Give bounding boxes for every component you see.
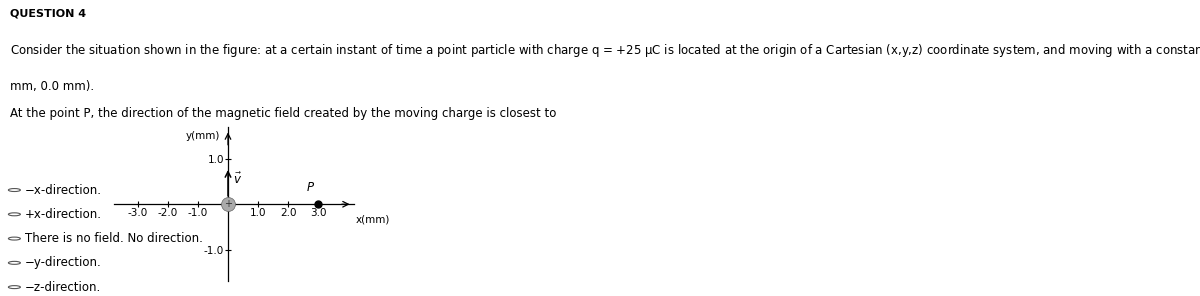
Text: QUESTION 4: QUESTION 4 — [10, 9, 85, 19]
Text: +: + — [224, 199, 232, 209]
Text: −z-direction.: −z-direction. — [25, 281, 102, 294]
Text: $P$: $P$ — [306, 181, 316, 194]
Text: There is no field. No direction.: There is no field. No direction. — [25, 232, 203, 245]
Text: y(mm): y(mm) — [186, 131, 221, 141]
Text: mm, 0.0 mm).: mm, 0.0 mm). — [10, 80, 94, 93]
Text: +x-direction.: +x-direction. — [25, 208, 102, 221]
Text: −y-direction.: −y-direction. — [25, 256, 102, 269]
Text: Consider the situation shown in the figure: at a certain instant of time a point: Consider the situation shown in the figu… — [10, 38, 1200, 60]
Text: At the point P, the direction of the magnetic field created by the moving charge: At the point P, the direction of the mag… — [10, 107, 556, 120]
Text: x(mm): x(mm) — [355, 214, 390, 224]
Text: $\vec{v}$: $\vec{v}$ — [234, 172, 242, 187]
Text: −x-direction.: −x-direction. — [25, 184, 102, 197]
